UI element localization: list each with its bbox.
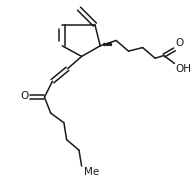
Text: O: O <box>175 39 184 48</box>
Text: OH: OH <box>175 64 191 74</box>
Text: O: O <box>21 91 29 101</box>
Text: Me: Me <box>84 167 100 177</box>
